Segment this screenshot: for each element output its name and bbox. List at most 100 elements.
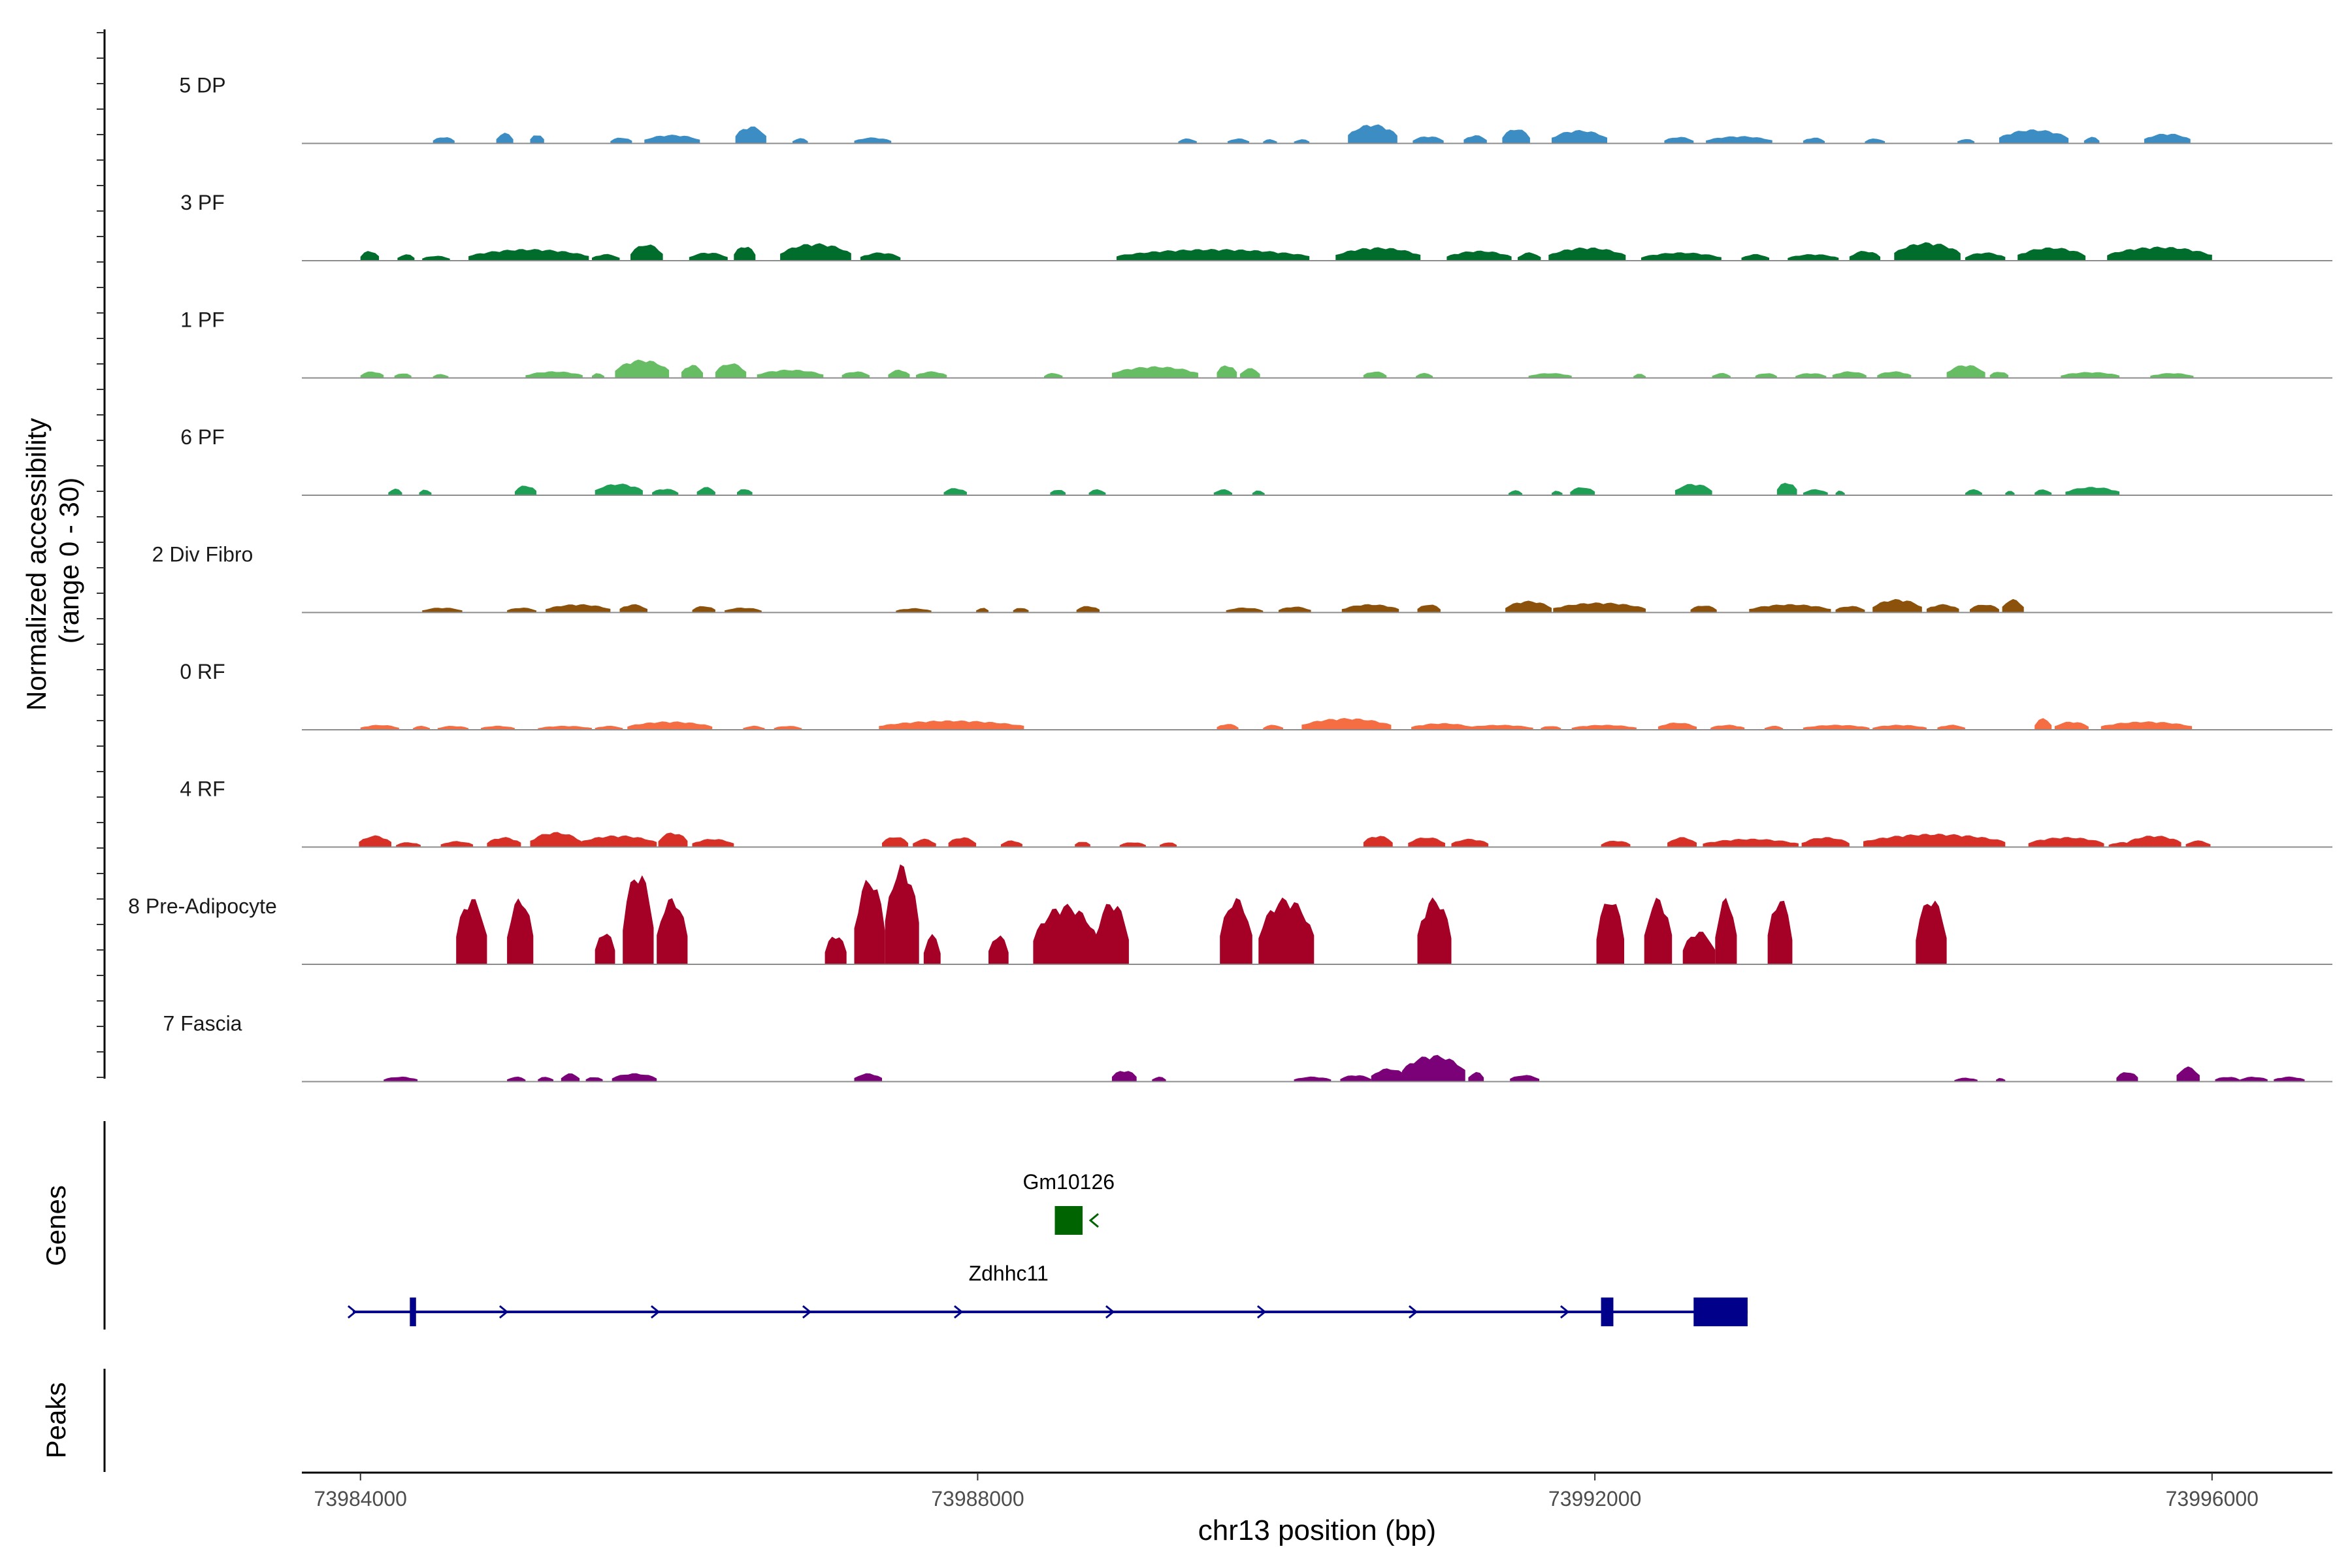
coverage-y-axis-label-line-2: (range 0 - 30): [54, 478, 84, 644]
coverage-peak: [1111, 1071, 1137, 1082]
coverage-peak: [774, 726, 802, 730]
coverage-peak: [1226, 607, 1264, 613]
coverage-peak: [735, 126, 766, 144]
coverage-peak: [841, 371, 870, 378]
track-label: 0 RF: [180, 660, 225, 683]
x-tick-label: 73992000: [1548, 1487, 1641, 1511]
coverage-peak: [854, 879, 885, 964]
coverage-peak: [360, 251, 380, 261]
coverage-peak: [1872, 598, 1922, 613]
coverage-peak: [1764, 725, 1784, 730]
coverage-peak: [1644, 898, 1673, 964]
coverage-peak: [1658, 723, 1697, 730]
coverage-peak: [1965, 252, 2006, 261]
coverage-peak: [1957, 139, 1975, 144]
coverage-peak: [1865, 139, 1886, 144]
coverage-peak: [1916, 900, 1947, 964]
coverage-peak: [546, 604, 611, 613]
coverage-peak: [696, 487, 715, 495]
coverage-peak: [1926, 604, 1959, 613]
coverage-peak: [1970, 604, 1999, 613]
coverage-peak: [644, 135, 700, 144]
coverage-peak: [1371, 1068, 1407, 1082]
coverage-peak: [585, 1077, 603, 1082]
coverage-peak: [612, 1073, 657, 1082]
coverage-peak: [2054, 721, 2089, 730]
x-axis-ticks: 73984000 73988000 73992000 73996000: [314, 1473, 2259, 1511]
coverage-peak: [359, 835, 391, 847]
coverage-peak: [1335, 247, 1421, 261]
coverage-peak: [860, 252, 901, 261]
coverage-peak: [1803, 489, 1828, 495]
coverage-peak: [1050, 490, 1066, 495]
coverage-peak: [2034, 718, 2052, 730]
coverage-peak: [1803, 137, 1825, 144]
coverage-peak: [1776, 483, 1797, 495]
x-tick-label: 73996000: [2166, 1487, 2259, 1511]
coverage-peak: [1465, 725, 1533, 730]
coverage-peak: [627, 721, 713, 730]
coverage-peak: [360, 725, 399, 730]
coverage-peak: [610, 137, 632, 144]
coverage-peak: [2005, 491, 2015, 495]
coverage-peak: [1682, 932, 1716, 964]
coverage-peak: [1279, 606, 1311, 613]
coverage-peak: [592, 373, 604, 378]
coverage-peak: [1468, 1071, 1484, 1082]
coverage-peak: [595, 934, 615, 964]
coverage-peak: [419, 489, 432, 495]
x-tick-label: 73984000: [314, 1487, 407, 1511]
coverage-peak: [2065, 487, 2120, 495]
coverage-peak: [422, 608, 463, 613]
coverage-peak: [580, 835, 657, 847]
coverage-peak: [1690, 606, 1717, 613]
coverage-peak: [1252, 490, 1265, 495]
track-6-pf: 6 PF: [180, 425, 2332, 496]
coverage-peak: [1872, 725, 1927, 730]
coverage-peak: [1894, 242, 1961, 261]
coverage-peak: [1601, 840, 1631, 847]
coverage-peak: [757, 369, 824, 378]
coverage-peak: [1263, 139, 1277, 144]
coverage-peak: [2083, 137, 2100, 144]
peaks-panel-label: Peaks: [41, 1382, 71, 1459]
coverage-peak: [896, 608, 932, 613]
track-0-rf: 0 RF: [180, 660, 2332, 730]
coverage-peak: [1667, 837, 1697, 847]
gene-label: Zdhhc11: [969, 1262, 1049, 1285]
genes-panel-label: Genes: [41, 1185, 71, 1266]
coverage-peak: [734, 246, 756, 261]
coverage-peak: [1263, 725, 1283, 730]
coverage-peak: [433, 374, 449, 378]
coverage-peak: [1946, 365, 1985, 378]
coverage-peak: [1749, 604, 1831, 613]
coverage-peak: [1741, 253, 1769, 261]
coverage-peak: [1258, 897, 1315, 964]
coverage-peak: [1119, 842, 1146, 847]
gene-zdhhc11: Zdhhc11: [347, 1262, 1748, 1326]
track-8-pre-adipocyte: 8 Pre-Adipocyte: [128, 864, 2332, 965]
coverage-peak: [1528, 373, 1572, 378]
strand-arrow: [802, 1305, 812, 1319]
coverage-peak: [882, 837, 909, 847]
coverage-peak: [1220, 898, 1252, 964]
coverage-peak: [440, 841, 474, 847]
coverage-peak: [1446, 250, 1512, 261]
track-label: 1 PF: [180, 308, 225, 332]
coverage-peak: [2176, 1066, 2200, 1082]
track-label: 6 PF: [180, 425, 225, 449]
gene-gm10126: Gm10126: [1023, 1170, 1115, 1235]
coverage-peak: [507, 1076, 526, 1082]
peaks-panel: Peaks: [41, 1369, 106, 1472]
coverage-peak: [1363, 836, 1393, 847]
coverage-peak: [1411, 723, 1473, 730]
gene-exon: [410, 1298, 416, 1326]
gene-exon: [1054, 1206, 1083, 1235]
coverage-peak: [1570, 487, 1595, 495]
coverage-peak: [481, 725, 515, 730]
coverage-peak: [854, 137, 892, 144]
coverage-peak: [456, 899, 487, 964]
coverage-peak: [1502, 129, 1530, 144]
coverage-peak: [1877, 371, 1912, 378]
coverage-peak: [1417, 604, 1441, 613]
